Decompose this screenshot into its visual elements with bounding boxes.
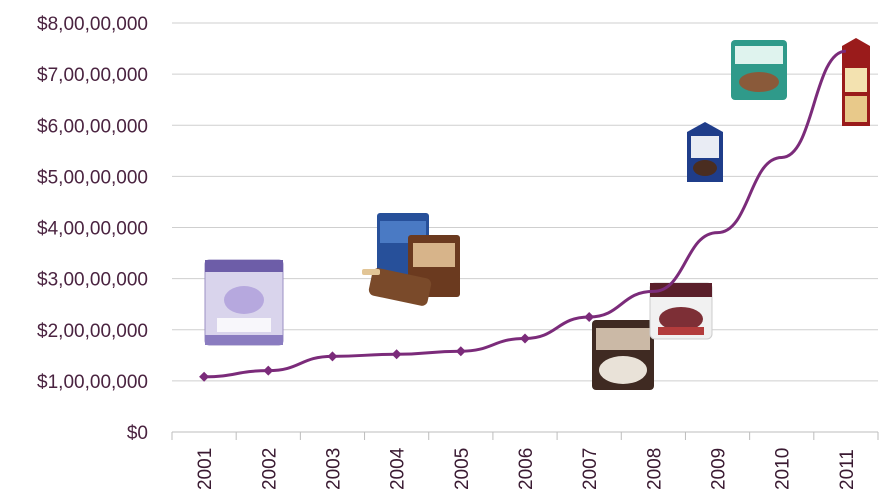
data-point-marker [520,333,530,344]
y-tick-label: $5,00,00,000 [37,167,148,188]
y-tick-label: $6,00,00,000 [37,116,148,137]
series-line [204,49,847,379]
y-tick-label: $7,00,00,000 [37,65,148,86]
data-point-marker [327,351,338,362]
product-images [204,38,870,390]
coconut-milk-pint-image-2007 [592,320,654,390]
grid-lines [172,22,878,382]
coconut-milk-carton-image-2009 [687,122,723,182]
data-point-marker [199,371,210,382]
x-tick-label: 2007 [580,448,601,490]
x-tick-label: 2008 [644,448,665,490]
y-tick-label: $3,00,00,000 [37,270,148,291]
x-tick-label: 2011 [837,449,858,490]
frozen-bars-and-pints-image-2004 [362,213,460,306]
y-axis-tick-labels: $0 $1,00,00,000 $2,00,00,000 $3,00,00,000 $4… [37,14,148,444]
y-tick-label: $8,00,00,000 [37,14,148,35]
ice-cream-pint-image-2001 [204,259,284,346]
x-axis: 2001 2002 2003 2004 2005 2006 2007 2008 2009 2010… [171,431,879,490]
data-point-marker [584,311,595,322]
x-tick-label: 2005 [452,448,473,490]
creamer-carton-image-2011 [842,38,870,126]
y-tick-label: $4,00,00,000 [37,219,148,240]
coconut-milk-pint-image-2010 [731,40,787,100]
x-tick-label: 2009 [709,448,730,490]
data-point-marker [391,349,402,360]
series-layer [199,49,847,382]
y-tick-label: $0 [127,423,148,444]
data-point-marker [455,346,466,357]
x-tick-label: 2004 [388,447,409,490]
x-tick-label: 2010 [773,448,794,490]
x-tick-label: 2003 [323,448,344,490]
y-tick-label: $2,00,00,000 [37,321,148,342]
x-tick-label: 2001 [195,448,216,490]
x-tick-label: 2006 [516,448,537,490]
y-tick-label: $1,00,00,000 [37,372,148,393]
x-tick-label: 2002 [259,448,280,490]
data-point-marker [263,365,274,376]
